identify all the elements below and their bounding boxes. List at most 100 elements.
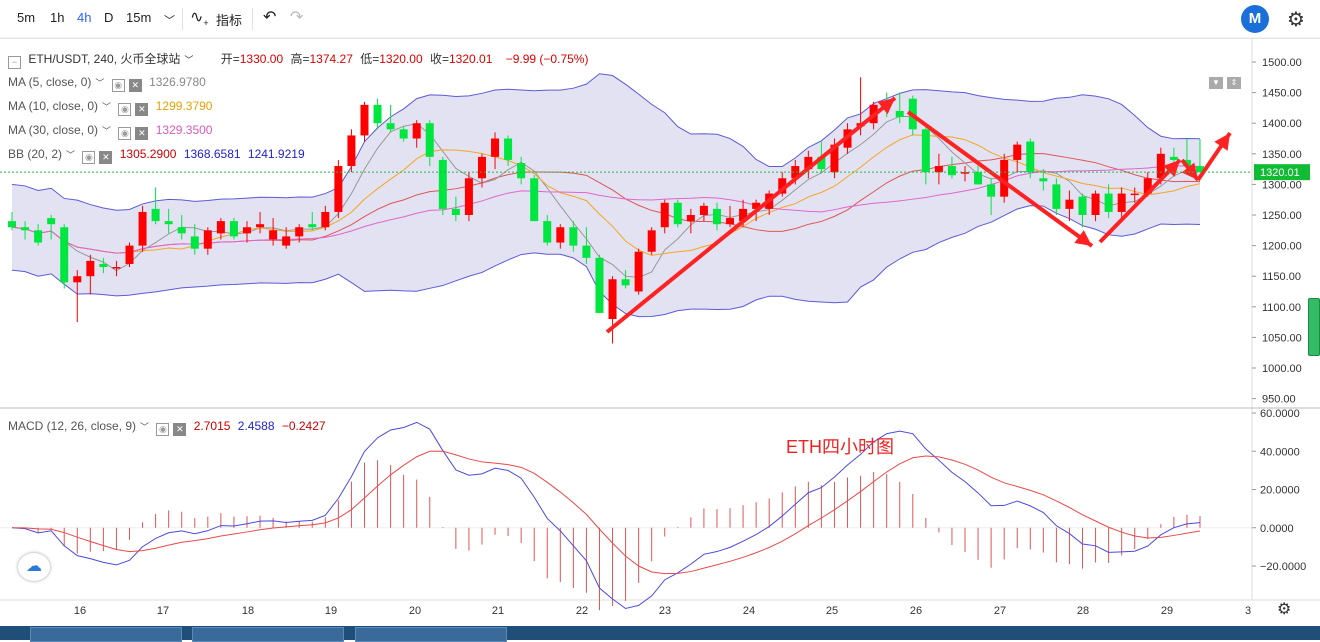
candle-body [334,166,343,212]
interval-15m[interactable]: 15m [126,10,152,25]
interval-1h[interactable]: 1h [50,10,65,25]
axes: 1500.00 1450.00 1400.00 1350.00 1300.00 1250.… [0,57,1310,617]
candle-body [1091,193,1100,215]
interval-4h[interactable]: 4h [77,10,92,25]
date-tick-label: 16 [74,605,86,617]
bb-mid-value: 1305.2900 [119,147,177,161]
candle-body [778,178,787,194]
candle-body [412,123,421,139]
bb-up-value: 1368.6581 [183,147,241,161]
price-tag-label: 1320.01 [1260,167,1300,179]
date-tick-label: 28 [1077,605,1089,617]
price-tick-label: 1450.00 [1262,88,1302,100]
close-icon[interactable]: ✕ [128,79,142,92]
date-tick-label: 19 [325,605,337,617]
candle-body [138,211,147,246]
close-icon[interactable]: ✕ [99,151,113,164]
symbol-legend: − ETH/USDT, 240, 火币全球站 ﹀ 开=1330.00 高=1374… [8,50,592,69]
chevron-down-icon[interactable]: ﹀ [164,15,175,27]
taskbar [0,626,1320,642]
candle-body [543,221,552,243]
ma10-legend: MA (10, close, 0) ﹀ ◉ ✕ 1299.3790 [8,99,213,116]
trend-arrow-head [1214,133,1230,151]
candle-body [595,257,604,313]
pane-resize-icon[interactable]: ⇕ [1227,77,1241,89]
bollinger-lower [11,205,1201,318]
close-label: 收= [429,52,449,66]
trend-arrows [605,96,1232,334]
candle-body [830,144,839,173]
candle-body [791,166,800,179]
price-tick-label: 1000.00 [1262,363,1302,375]
eye-icon[interactable]: ◉ [118,127,132,140]
candle-body [60,227,69,283]
symbol-name[interactable]: ETH/USDT, 240, 火币全球站 [28,52,181,66]
eye-icon[interactable]: ◉ [156,423,170,436]
candle-body [1104,193,1113,212]
pane-menu-icon[interactable]: ▼ [1209,77,1223,89]
toolbar-divider [252,8,253,30]
candle-body [608,279,617,320]
macd-tick-label: 40.0000 [1260,446,1300,458]
candle-body [1196,166,1204,173]
trend-arrow-head [1181,162,1198,180]
logo-watermark-icon[interactable]: ☁ [18,553,50,581]
date-tick-label: 27 [994,605,1006,617]
gear-icon[interactable]: ⚙ [1287,9,1305,31]
bb-low-value: 1241.9219 [247,147,305,161]
candle-body [164,221,173,225]
bb-label[interactable]: BB (20, 2) [8,147,63,161]
candle-body [1078,196,1087,215]
trend-arrow-head [1074,230,1092,246]
close-icon[interactable]: ✕ [135,127,149,140]
annotation-label: ETH四小时图 [786,437,894,457]
candle-body [817,156,826,170]
candle-body [961,172,970,174]
price-tick-label: 1250.00 [1262,210,1302,222]
collapse-icon[interactable]: − [8,56,21,69]
close-icon[interactable]: ✕ [135,103,149,116]
macd-legend: MACD (12, 26, close, 9) ﹀ ◉ ✕ 2.7015 2.458… [8,419,326,436]
indicators-icon[interactable]: ∿+ [190,9,209,29]
date-tick-label: 3 [1245,605,1251,617]
trend-arrow-line [605,96,897,334]
ma10-label[interactable]: MA (10, close, 0) [8,99,99,113]
candle-body [451,208,460,215]
eye-icon[interactable]: ◉ [82,151,96,164]
brand-logo[interactable]: M [1241,5,1269,33]
interval-d[interactable]: D [104,10,114,25]
macd-label[interactable]: MACD (12, 26, close, 9) [8,419,137,433]
date-tick-label: 29 [1161,605,1173,617]
candle-body [242,227,251,234]
macd-panel: ETH四小时图 [0,421,1252,611]
candle-body [517,162,526,179]
candle-body [686,215,695,222]
ma30-label[interactable]: MA (30, close, 0) [8,123,99,137]
price-tag [1254,164,1310,181]
close-icon[interactable]: ✕ [173,423,187,436]
candle-body [647,230,656,252]
macd-tick-label: 60.0000 [1260,408,1300,420]
candle-body [1169,156,1178,160]
indicators-button[interactable]: 指标 [216,13,243,28]
candle-body [1013,144,1022,160]
eye-icon[interactable]: ◉ [118,103,132,116]
interval-5m[interactable]: 5m [17,10,36,25]
date-tick-label: 22 [576,605,588,617]
candle-body [177,227,186,234]
close-value: 1320.01 [449,52,493,66]
eye-icon[interactable]: ◉ [111,79,125,92]
scroll-handle[interactable] [1308,298,1320,356]
open-label: 开= [220,52,240,66]
date-tick-label: 26 [910,605,922,617]
candle-body [34,230,43,243]
axis-settings-icon[interactable]: ⚙ [1277,601,1292,618]
candle-body [425,123,434,157]
redo-icon[interactable]: ↷ [290,9,304,26]
price-chart[interactable]: ETH四小时图 1500.00 1450.00 1400.00 1350.00 1300… [0,0,1320,626]
bollinger-fill [12,73,1200,317]
price-tick-label: 1050.00 [1262,332,1302,344]
undo-icon[interactable]: ↶ [263,9,277,26]
candle-body [504,138,513,160]
ma5-label[interactable]: MA (5, close, 0) [8,75,92,89]
